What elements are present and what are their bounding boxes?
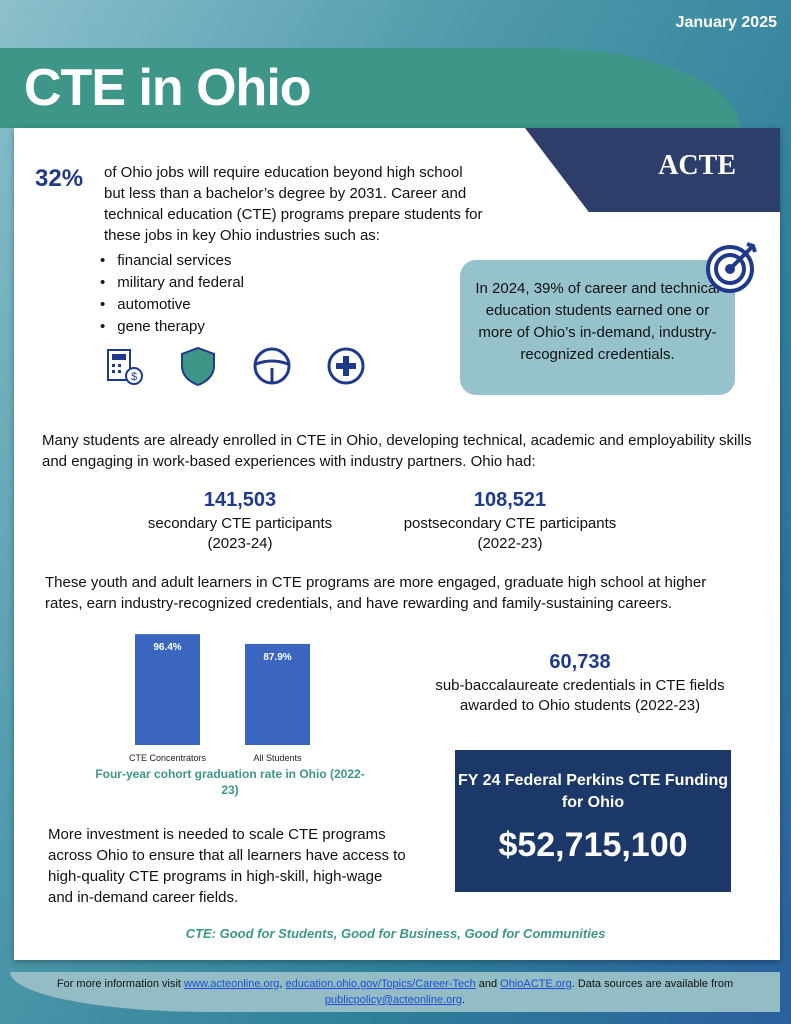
data-label: 87.9%: [263, 652, 291, 663]
target-icon: [706, 242, 757, 293]
list-item: military and federal: [117, 272, 244, 294]
footer-text: For more information visit: [56, 978, 185, 990]
stat-value: 60,738: [549, 651, 611, 673]
credentials-box: In 2024, 39% of career and technical edu…: [460, 260, 735, 395]
footer-text: and: [475, 978, 501, 990]
steering-wheel-icon: [253, 347, 291, 385]
enrollment-text: Many students are already enrolled in CT…: [42, 432, 752, 470]
list-item: financial services: [117, 250, 244, 272]
footer-text: . Data sources are available from: [571, 978, 734, 990]
list-item: gene therapy: [117, 316, 244, 338]
industry-icons: $: [104, 346, 366, 386]
funding-box: FY 24 Federal Perkins CTE Funding for Oh…: [455, 750, 731, 892]
jobs-percent: 32%: [35, 165, 84, 192]
stat-period: (2022-23): [477, 535, 543, 552]
funding-value: $52,715,100: [498, 826, 688, 864]
stat-label: sub-baccalaureate credentials in CTE fie…: [435, 677, 725, 714]
shield-icon: [181, 346, 215, 386]
industries-list: financial services military and federal …: [117, 250, 244, 338]
stat-label: postsecondary CTE participants: [403, 515, 617, 532]
tagline: CTE: Good for Students, Good for Busines…: [185, 926, 606, 941]
investment-text: More investment is needed to scale CTE p…: [48, 826, 406, 906]
calculator-dollar-icon: $: [107, 349, 143, 385]
page-title: CTE in Ohio: [24, 59, 312, 117]
stat-value: 108,521: [473, 489, 547, 511]
link-ohio-education[interactable]: education.ohio.gov/Topics/Career-Tech: [285, 978, 476, 990]
intro-text: of Ohio jobs will require education beyo…: [104, 164, 483, 244]
stat-postsecondary: 108,521 postsecondary CTE participants (20…: [395, 490, 625, 554]
stat-period: (2023-24): [207, 535, 273, 552]
stat-credentials: 60,738 sub-baccalaureate credentials in C…: [430, 652, 730, 716]
date: January 2025: [675, 14, 777, 31]
bar: [245, 643, 310, 745]
stat-value: 141,503: [203, 489, 277, 511]
list-item: automotive: [117, 294, 244, 316]
outcomes-text: These youth and adult learners in CTE pr…: [45, 574, 707, 612]
category-label: CTE Concentrators: [129, 753, 207, 763]
link-publicpolicy-email[interactable]: publicpolicy@acteonline.org: [324, 994, 463, 1006]
graduation-chart: 96.4% CTE Concentrators 87.9% All Students: [129, 634, 310, 763]
bar: [135, 634, 200, 745]
stat-secondary: 141,503 secondary CTE participants (2023-2…: [140, 490, 340, 554]
medical-cross-icon: [327, 347, 365, 385]
logo-text: ACTE: [658, 150, 736, 181]
footer-text: ,: [279, 978, 286, 990]
title-band: [0, 48, 740, 128]
footer: For more information visit www.acteonlin…: [10, 972, 780, 1012]
svg-text:$: $: [131, 371, 137, 383]
footer-text: .: [462, 994, 466, 1006]
link-ohioacte[interactable]: OhioACTE.org: [500, 978, 572, 990]
link-acteonline[interactable]: www.acteonline.org: [184, 978, 280, 990]
stat-label: secondary CTE participants: [147, 515, 333, 532]
funding-title: FY 24 Federal Perkins CTE Funding for Oh…: [458, 772, 728, 811]
data-label: 96.4%: [153, 642, 181, 653]
chart-title: Four-year cohort graduation rate in Ohio…: [95, 767, 365, 797]
category-label: All Students: [253, 753, 302, 763]
